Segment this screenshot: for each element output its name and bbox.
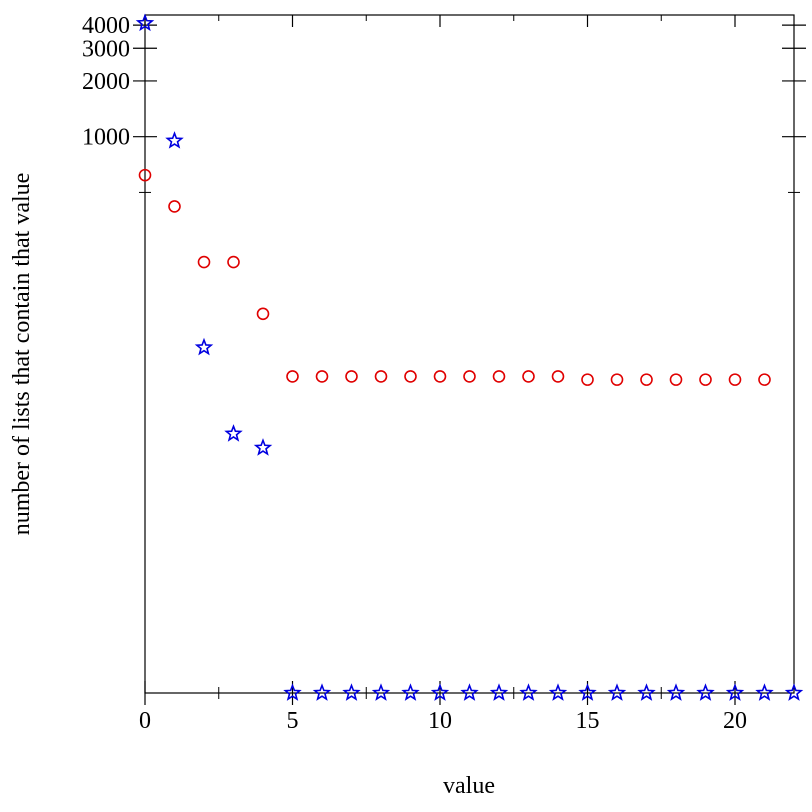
plot-frame [144,14,795,694]
circle-point [404,370,417,383]
circle-point [433,370,447,383]
star-point [135,13,155,32]
y-tick-label: 1000 [82,125,130,151]
star-point [696,683,715,701]
star-point [194,337,214,356]
x-axis-ticks [144,15,736,705]
y-tick-label: 3000 [82,36,130,62]
star-point [607,683,627,701]
circle-point [374,370,388,383]
circle-point [463,370,476,383]
star-point [725,683,745,701]
x-tick-label: 5 [287,708,299,734]
star-point [371,683,391,701]
circle-point [256,307,270,321]
circle-point [286,370,299,383]
y-tick-label: 2000 [82,69,130,95]
star-point [312,683,332,701]
circle-point [640,373,653,386]
x-axis-label: value [443,773,495,799]
data-points [135,13,804,701]
circle-point [669,373,683,386]
circle-point [699,373,712,386]
star-point [519,683,538,701]
star-point [489,683,509,701]
circle-point [551,370,565,383]
star-point [460,683,479,701]
circle-point [345,370,358,383]
star-point [430,683,450,701]
star-point [224,424,243,442]
circle-point [758,373,771,386]
star-point [253,438,273,456]
circle-point [492,370,506,383]
x-tick-label: 20 [723,708,747,734]
circle-point [197,255,211,269]
star-point [578,683,597,701]
star-point [548,683,568,701]
x-tick-label: 15 [576,708,600,734]
star-point [342,683,361,701]
x-tick-labels: 0 5 10 15 20 [139,708,747,734]
circle-point [227,255,240,269]
circle-point [315,370,329,383]
star-point [784,683,804,701]
circle-point [728,373,742,386]
y-axis-label: number of lists that contain that value [9,173,35,536]
star-point [637,683,656,701]
star-point [666,683,686,701]
circle-point [522,370,535,383]
star-point [283,683,302,701]
y-tick-label: 4000 [82,13,130,39]
star-point [401,683,420,701]
star-point [165,131,184,149]
y-axis-ticks [133,24,806,193]
x-tick-label: 0 [139,708,151,734]
circle-point [138,168,152,182]
x-tick-label: 10 [428,708,452,734]
circle-point [610,373,624,386]
circle-point [581,373,594,386]
star-point [755,683,774,701]
circle-point [168,200,181,213]
